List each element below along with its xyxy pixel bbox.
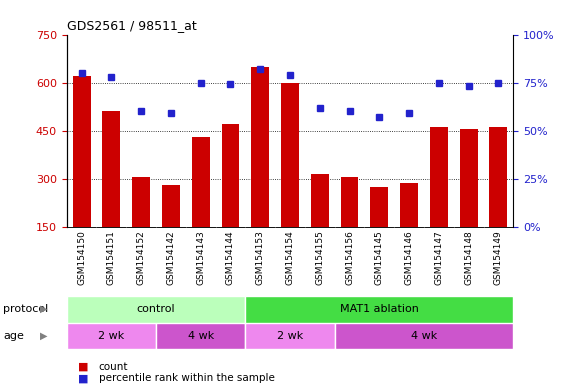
Text: percentile rank within the sample: percentile rank within the sample: [99, 373, 274, 383]
Text: MAT1 ablation: MAT1 ablation: [340, 304, 419, 314]
Bar: [311, 174, 329, 227]
Text: GSM154148: GSM154148: [464, 230, 473, 285]
Bar: [162, 185, 180, 227]
Bar: [251, 66, 269, 227]
Text: GSM154145: GSM154145: [375, 230, 384, 285]
Bar: [132, 177, 150, 227]
Bar: [490, 127, 508, 227]
Text: 2 wk: 2 wk: [277, 331, 303, 341]
Text: GDS2561 / 98511_at: GDS2561 / 98511_at: [67, 19, 197, 32]
Text: GSM154153: GSM154153: [256, 230, 264, 285]
Bar: [67, 323, 156, 349]
Text: GSM154142: GSM154142: [166, 230, 175, 285]
Bar: [103, 111, 120, 227]
Bar: [67, 296, 245, 323]
Text: GSM154143: GSM154143: [196, 230, 205, 285]
Bar: [335, 323, 513, 349]
Text: GSM154149: GSM154149: [494, 230, 503, 285]
Text: count: count: [99, 362, 128, 372]
Text: GSM154147: GSM154147: [434, 230, 443, 285]
Bar: [340, 177, 358, 227]
Text: GSM154144: GSM154144: [226, 230, 235, 285]
Bar: [245, 296, 513, 323]
Text: GSM154156: GSM154156: [345, 230, 354, 285]
Bar: [156, 323, 245, 349]
Text: GSM154146: GSM154146: [405, 230, 414, 285]
Bar: [460, 129, 477, 227]
Bar: [371, 187, 388, 227]
Text: GSM154154: GSM154154: [285, 230, 295, 285]
Text: ▶: ▶: [40, 331, 47, 341]
Text: 4 wk: 4 wk: [411, 331, 437, 341]
Text: protocol: protocol: [3, 304, 48, 314]
Text: GSM154151: GSM154151: [107, 230, 116, 285]
Text: age: age: [3, 331, 24, 341]
Text: 4 wk: 4 wk: [187, 331, 214, 341]
Text: ■: ■: [78, 362, 89, 372]
Text: GSM154152: GSM154152: [137, 230, 146, 285]
Text: ■: ■: [78, 373, 89, 383]
Text: 2 wk: 2 wk: [98, 331, 125, 341]
Text: control: control: [137, 304, 175, 314]
Bar: [245, 323, 335, 349]
Text: GSM154150: GSM154150: [77, 230, 86, 285]
Text: GSM154155: GSM154155: [316, 230, 324, 285]
Bar: [192, 137, 209, 227]
Bar: [400, 184, 418, 227]
Bar: [281, 83, 299, 227]
Bar: [430, 127, 448, 227]
Text: ▶: ▶: [40, 304, 47, 314]
Bar: [72, 76, 90, 227]
Bar: [222, 124, 240, 227]
